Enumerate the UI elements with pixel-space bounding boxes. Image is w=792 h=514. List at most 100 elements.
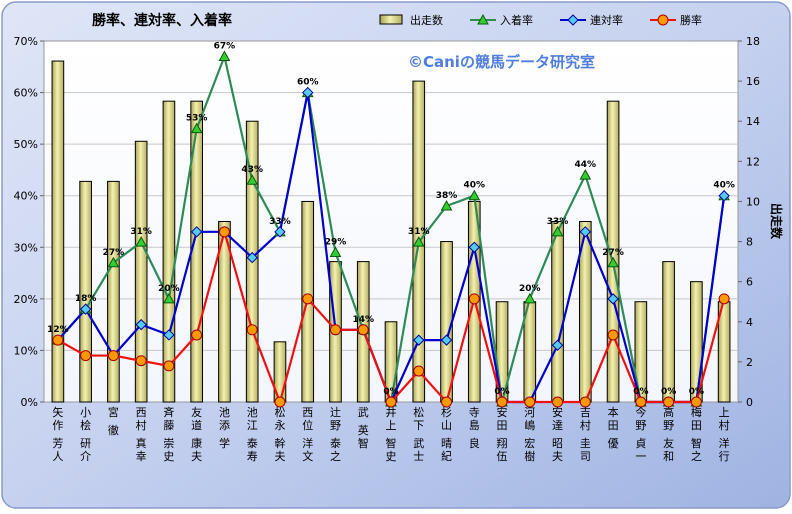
- x-tick-char: 智: [386, 436, 397, 450]
- marker-shoritsu: [552, 396, 564, 408]
- x-tick-char: 小: [80, 406, 91, 419]
- data-label: 0%: [383, 387, 398, 397]
- x-tick-char: 上: [386, 419, 397, 432]
- x-tick-char: 文: [302, 449, 313, 463]
- x-tick-char: 作: [52, 419, 63, 432]
- y-tick-label: 10%: [14, 344, 38, 357]
- y-tick-label: 20%: [14, 293, 38, 306]
- x-tick-char: 野: [663, 419, 674, 432]
- marker-nyuchaku: [579, 169, 592, 180]
- x-tick-char: 泰: [247, 436, 258, 450]
- x-tick-char: 梅: [691, 405, 702, 419]
- data-label: 60%: [297, 78, 319, 88]
- legend-item: 勝率: [650, 13, 702, 27]
- x-tick-char: 杉: [441, 405, 452, 419]
- legend-label: 出走数: [410, 13, 443, 27]
- legend-item: 入着率: [470, 13, 533, 27]
- data-label: 33%: [547, 217, 569, 227]
- y2-tick-label: 10: [746, 195, 760, 208]
- marker-shoritsu: [135, 355, 147, 367]
- x-tick-char: 嶋: [524, 418, 535, 432]
- x-tick-char: 行: [719, 450, 730, 463]
- bar-starts: [218, 221, 231, 403]
- x-tick-char: 田: [691, 419, 702, 432]
- y-tick-label: 70%: [14, 35, 38, 48]
- x-tick-char: 武: [413, 437, 424, 450]
- y-tick-label: 30%: [14, 241, 38, 254]
- marker-shoritsu: [718, 293, 730, 305]
- marker-shoritsu: [385, 396, 397, 408]
- x-tick-char: 江: [247, 419, 258, 432]
- x-tick-char: 之: [330, 449, 341, 463]
- x-tick-char: 幹: [274, 436, 285, 450]
- data-label: 53%: [186, 114, 208, 124]
- bar-starts: [551, 221, 564, 403]
- x-tick-char: 崇: [163, 437, 174, 450]
- marker-shoritsu: [218, 226, 230, 238]
- marker-shoritsu: [413, 365, 425, 377]
- legend-marker: [477, 13, 489, 25]
- x-tick-char: 貞: [635, 437, 646, 450]
- x-tick-char: 宮: [108, 405, 119, 419]
- marker-rentai: [579, 226, 592, 238]
- gridlines: [44, 92, 738, 351]
- x-tick-char: 矢: [52, 405, 63, 419]
- x-tick-char: 優: [608, 437, 619, 450]
- x-tick-char: 今: [635, 405, 646, 419]
- legend-label: 連対率: [590, 13, 623, 27]
- marker-rentai: [607, 293, 619, 305]
- marker-shoritsu: [690, 396, 702, 408]
- data-label: 67%: [214, 41, 236, 51]
- data-label: 40%: [464, 181, 486, 191]
- x-tick-char: 幸: [136, 450, 147, 463]
- marker-nyuchaku: [523, 292, 536, 304]
- x-tick-char: 史: [163, 450, 174, 463]
- marker-nyuchaku: [218, 50, 231, 61]
- x-tick-char: 洋: [302, 436, 313, 450]
- x-tick-char: 芳: [52, 436, 63, 450]
- x-tick-char: 真: [136, 436, 147, 450]
- marker-shoritsu: [496, 396, 508, 408]
- y-axis-right: 0 2 4 6 8 10 12 14 16 18: [738, 35, 760, 409]
- x-tick-char: 伍: [497, 450, 508, 463]
- x-tick-char: 島: [469, 418, 480, 432]
- x-tick-char: 永: [274, 418, 285, 432]
- x-tick-char: 田: [608, 419, 619, 432]
- marker-shoritsu: [524, 396, 536, 408]
- marker-shoritsu: [663, 396, 675, 408]
- data-labels: 12% 18% 27% 31% 20% 53% 67% 43% 33% 60% 29% 14% 0% 31…: [47, 41, 735, 397]
- x-tick-char: 松: [274, 405, 285, 419]
- marker-nyuchaku: [246, 174, 259, 185]
- x-tick-char: 田: [497, 419, 508, 432]
- x-tick-char: 安: [552, 405, 563, 419]
- x-tick-char: 之: [691, 449, 702, 463]
- x-tick-char: 寺: [469, 406, 480, 419]
- data-label: 43%: [241, 165, 263, 175]
- marker-rentai: [163, 329, 175, 341]
- x-tick-char: 下: [413, 419, 424, 432]
- y2-tick-label: 4: [746, 316, 753, 329]
- data-label: 27%: [103, 248, 125, 258]
- x-tick-char: 河: [524, 406, 535, 419]
- x-tick-char: 康: [191, 436, 202, 450]
- marker-rentai: [413, 334, 425, 346]
- marker-nyuchaku: [190, 122, 203, 134]
- x-tick-char: 本: [608, 405, 619, 419]
- x-tick-char: 和: [663, 450, 674, 463]
- marker-nyuchaku: [468, 189, 481, 201]
- marker-shoritsu: [302, 293, 314, 305]
- x-tick-char: 井: [386, 405, 397, 419]
- legend-item: 出走数: [379, 13, 443, 27]
- x-tick-char: 宏: [524, 436, 535, 450]
- legend-label: 入着率: [500, 13, 533, 27]
